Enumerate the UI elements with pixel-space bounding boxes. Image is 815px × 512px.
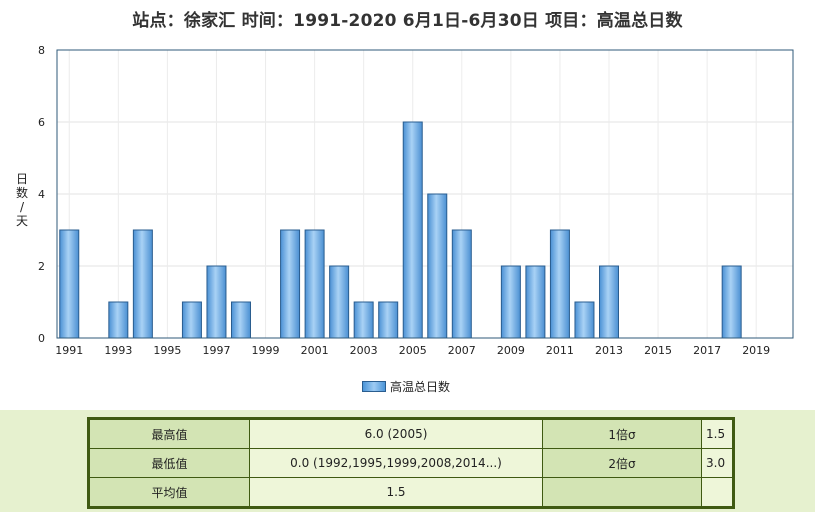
bar	[451, 229, 472, 339]
sigma-label	[542, 477, 702, 508]
bar	[304, 229, 325, 339]
x-tick-label: 1991	[55, 344, 83, 357]
x-tick-label: 2007	[448, 344, 476, 357]
x-tick-label: 2013	[595, 344, 623, 357]
x-tick-label: 1999	[252, 344, 280, 357]
legend-swatch	[362, 381, 386, 392]
bar	[329, 265, 350, 339]
stat-label: 最高值	[88, 418, 250, 449]
sigma-value: 3.0	[701, 448, 734, 478]
bar	[500, 265, 521, 339]
x-tick-label: 2009	[497, 344, 525, 357]
stats-row-max: 最高值 6.0 (2005) 1倍σ 1.5	[88, 418, 734, 449]
sigma-label: 2倍σ	[542, 448, 702, 478]
x-tick-label: 2005	[399, 344, 427, 357]
stat-label: 最低值	[88, 448, 250, 478]
bar	[181, 301, 202, 339]
y-tick-label: 2	[38, 260, 45, 273]
legend: 高温总日数	[362, 378, 450, 395]
bar	[721, 265, 742, 339]
plot-border	[56, 49, 794, 339]
bar	[108, 301, 129, 339]
stats-row-min: 最低值 0.0 (1992,1995,1999,2008,2014...) 2倍…	[88, 448, 734, 478]
x-tick-label: 2019	[742, 344, 770, 357]
sigma-value	[701, 477, 734, 508]
x-tick-label: 2015	[644, 344, 672, 357]
bar	[231, 301, 251, 339]
stat-value: 1.5	[249, 477, 543, 508]
sigma-value: 1.5	[701, 418, 734, 449]
x-tick-label: 1993	[104, 344, 132, 357]
x-tick-label: 2017	[693, 344, 721, 357]
legend-label: 高温总日数	[390, 380, 451, 394]
stat-value: 0.0 (1992,1995,1999,2008,2014...)	[249, 448, 543, 478]
y-tick-label: 4	[38, 188, 45, 201]
bar	[402, 121, 423, 339]
bar	[549, 229, 570, 339]
stat-value: 6.0 (2005)	[249, 418, 543, 449]
stat-label: 平均值	[88, 477, 250, 508]
x-tick-label: 1995	[153, 344, 181, 357]
bar	[206, 265, 227, 339]
x-tick-label: 2001	[301, 344, 329, 357]
bar	[599, 265, 619, 339]
bar	[574, 301, 595, 339]
stats-row-mean: 平均值 1.5	[88, 477, 734, 508]
y-axis-label: 日数/天	[16, 172, 28, 228]
bar	[427, 193, 448, 339]
chart-title: 站点：徐家汇 时间：1991-2020 6月1日-6月30日 项目：高温总日数	[132, 11, 683, 31]
bar	[132, 229, 153, 339]
bar	[525, 265, 546, 339]
x-tick-label: 1997	[202, 344, 230, 357]
y-tick-label: 0	[38, 332, 45, 345]
stats-table: 最高值 6.0 (2005) 1倍σ 1.5 最低值 0.0 (1992,199…	[87, 417, 735, 509]
x-tick-label: 2003	[350, 344, 378, 357]
x-tick-label: 2011	[546, 344, 574, 357]
bar	[353, 301, 374, 339]
bar	[378, 301, 399, 339]
y-tick-label: 8	[38, 44, 45, 57]
bar	[59, 229, 80, 339]
bar	[280, 229, 301, 339]
bar-chart: 0 2 4 6 8 1991 1993 1995 1997 1999 2001 2003 2005 200…	[16, 44, 794, 357]
sigma-label: 1倍σ	[542, 418, 702, 449]
y-tick-label: 6	[38, 116, 45, 129]
